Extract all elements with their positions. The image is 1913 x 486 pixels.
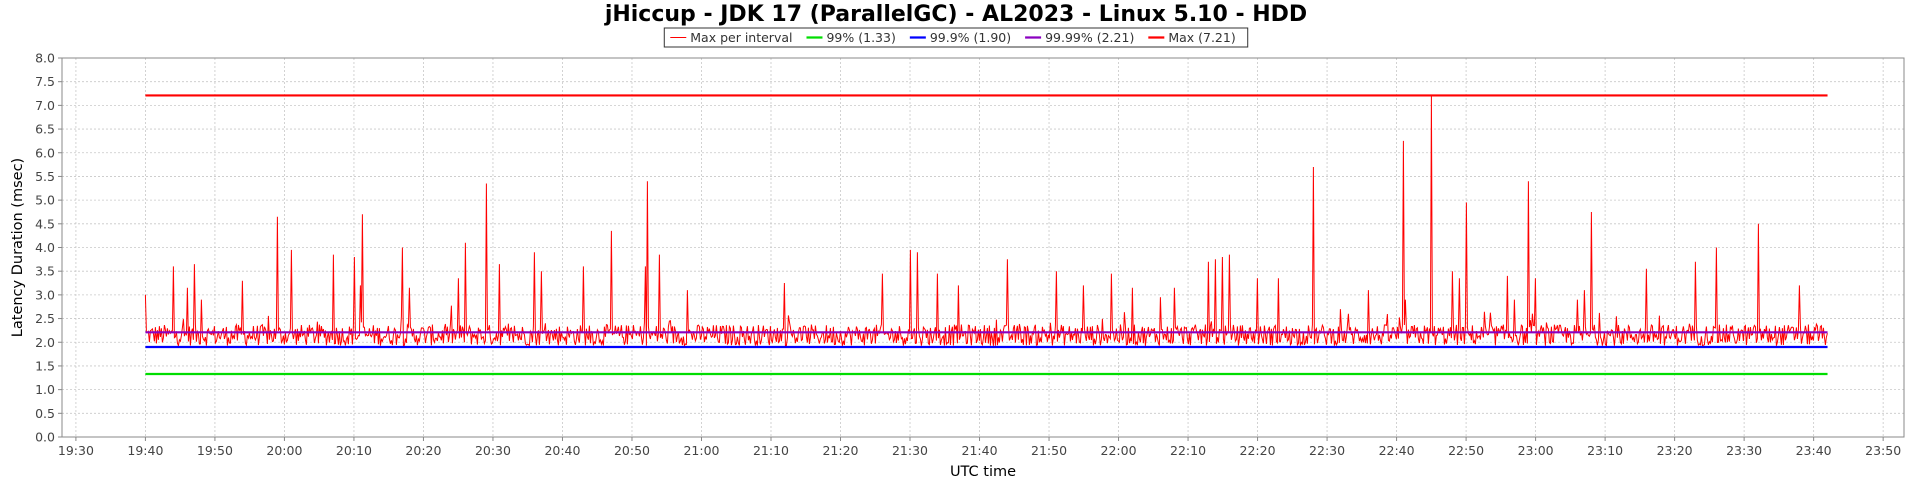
y-tick-label: 6.5 xyxy=(35,122,55,137)
y-tick-label: 8.0 xyxy=(35,51,55,66)
y-tick-label: 0.5 xyxy=(35,406,55,421)
legend-label-99-99-2-21: 99.99% (2.21) xyxy=(1045,30,1134,45)
x-tick-label: 19:30 xyxy=(58,443,94,458)
x-tick-label: 23:00 xyxy=(1518,443,1554,458)
x-tick-label: 19:50 xyxy=(197,443,233,458)
y-axis-label: Latency Duration (msec) xyxy=(10,158,26,337)
legend-label-99-9-1-90: 99.9% (1.90) xyxy=(930,30,1011,45)
y-tick-label: 1.0 xyxy=(35,382,55,397)
x-tick-label: 21:20 xyxy=(822,443,858,458)
y-tick-label: 6.0 xyxy=(35,145,55,160)
y-tick-label: 4.5 xyxy=(35,216,55,231)
x-tick-label: 22:00 xyxy=(1101,443,1137,458)
legend-label-max-7-21: Max (7.21) xyxy=(1168,30,1235,45)
x-tick-label: 23:40 xyxy=(1796,443,1832,458)
y-axis: 0.0 0.5 1.0 1.5 2.0 2.5 3.0 3.5 4.0 4.5 5.0 5.5 6.0 6… xyxy=(35,51,62,445)
x-tick-label: 22:50 xyxy=(1448,443,1484,458)
x-tick-label: 20:40 xyxy=(544,443,580,458)
chart-title: jHiccup - JDK 17 (ParallelGC) - AL2023 -… xyxy=(604,2,1307,27)
y-tick-label: 2.5 xyxy=(35,311,55,326)
x-tick-label: 21:00 xyxy=(683,443,719,458)
y-tick-label: 2.0 xyxy=(35,335,55,350)
grid-lines xyxy=(62,57,1904,438)
x-tick-label: 22:30 xyxy=(1309,443,1345,458)
y-tick-label: 7.0 xyxy=(35,98,55,113)
y-tick-label: 0.0 xyxy=(35,430,55,445)
x-tick-label: 23:10 xyxy=(1587,443,1623,458)
x-tick-label: 20:00 xyxy=(266,443,302,458)
x-axis-label: UTC time xyxy=(950,464,1016,480)
x-tick-label: 20:20 xyxy=(405,443,441,458)
x-tick-label: 22:20 xyxy=(1240,443,1276,458)
y-tick-label: 1.5 xyxy=(35,358,55,373)
plot-area xyxy=(61,57,1905,438)
x-tick-label: 22:40 xyxy=(1379,443,1415,458)
legend-label-max-per-interval: Max per interval xyxy=(690,30,792,45)
y-tick-label: 7.5 xyxy=(35,74,55,89)
x-tick-label: 23:50 xyxy=(1865,443,1901,458)
x-tick-label: 20:10 xyxy=(336,443,372,458)
chart-legend: Max per interval 99% (1.33) 99.9% (1.90) 99… xyxy=(663,27,1249,48)
x-tick-label: 23:30 xyxy=(1726,443,1762,458)
x-tick-label: 20:50 xyxy=(614,443,650,458)
y-tick-label: 5.0 xyxy=(35,193,55,208)
x-tick-label: 19:40 xyxy=(127,443,163,458)
x-tick-label: 21:40 xyxy=(962,443,998,458)
legend-box xyxy=(663,27,1249,48)
legend-label-99-1-33: 99% (1.33) xyxy=(826,30,895,45)
x-tick-label: 23:20 xyxy=(1657,443,1693,458)
y-tick-label: 3.5 xyxy=(35,264,55,279)
x-tick-label: 21:30 xyxy=(892,443,928,458)
y-tick-label: 3.0 xyxy=(35,287,55,302)
x-tick-label: 22:10 xyxy=(1170,443,1206,458)
x-tick-label: 21:10 xyxy=(753,443,789,458)
y-tick-label: 5.5 xyxy=(35,169,55,184)
x-tick-label: 20:30 xyxy=(475,443,511,458)
series-line-max-per-interval xyxy=(144,95,1828,348)
series-layer xyxy=(144,94,1828,376)
x-axis: 19:30 19:40 19:50 20:00 20:10 20:20 20:30 20:40… xyxy=(58,437,1901,458)
y-tick-label: 4.0 xyxy=(35,240,55,255)
x-tick-label: 21:50 xyxy=(1031,443,1067,458)
